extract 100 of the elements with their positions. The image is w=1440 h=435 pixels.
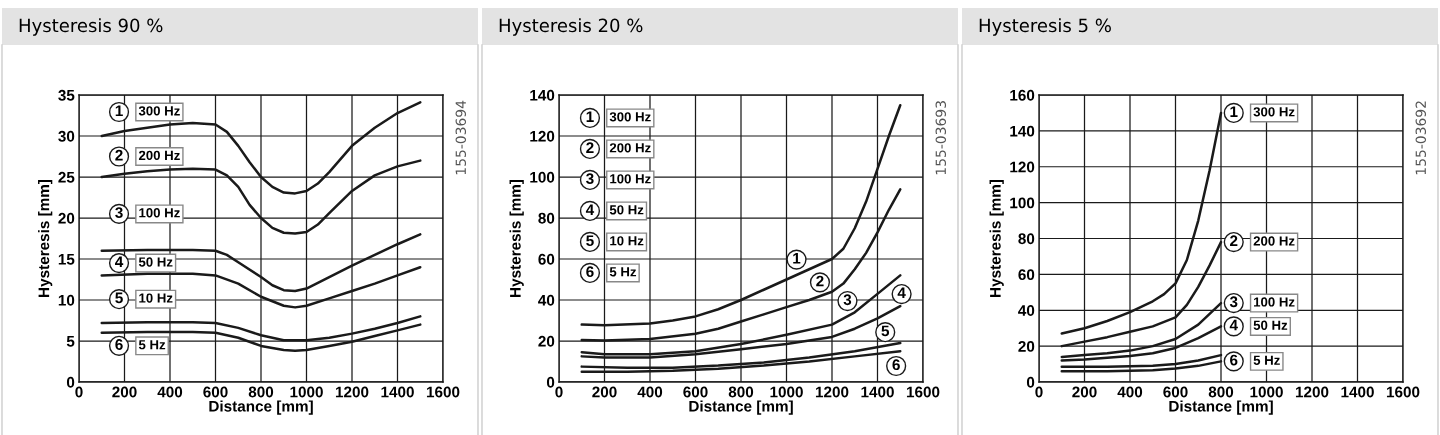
annotation: 6 [892,359,900,371]
x-tick-label: 400 [157,386,183,398]
y-tick-label: 80 [1018,233,1035,245]
x-tick-label: 1200 [1295,386,1329,398]
annotation: 3 [1229,296,1238,308]
y-tick-label: 120 [530,130,555,142]
y-tick-label: 15 [58,254,75,265]
x-tick-label: 1600 [426,386,460,398]
annotation: 1 [1230,106,1238,117]
annotation: 6 [1230,354,1238,366]
text: 155-03692 [1415,101,1427,175]
x-tick-label: 800 [248,386,274,398]
x-tick-label: 0 [555,386,563,398]
y-tick-label: 100 [530,171,555,183]
legend-label: 200 Hz [609,143,651,153]
y-tick-label: 20 [538,335,555,347]
legend-label: 5 Hz [1253,355,1280,365]
y-tick-label: 80 [538,212,555,224]
legend-label: 10 Hz [139,293,173,303]
x-tick-label: 800 [1208,386,1234,398]
y-tick-label: 25 [58,171,75,183]
x-tick-label: 1200 [815,386,849,398]
y-tick-label: 100 [1010,197,1035,209]
annotation: 4 [585,204,595,215]
legend-label: 50 Hz [1253,320,1288,330]
annotation: 4 [897,287,906,299]
x-tick-label: 1200 [335,386,369,398]
x-tick-label: 1400 [861,386,894,398]
x-tick-label: 200 [592,386,617,398]
legend-label: 50 Hz [138,257,173,267]
y-tick-label: 60 [538,253,555,265]
legend-label: 200 Hz [138,150,180,161]
y-tick-label: 10 [58,294,75,306]
legend-label: 200 Hz [1253,236,1295,246]
x-tick-label: 1400 [381,386,414,398]
y-tick-label: 35 [58,89,75,101]
x-tick-label: 1600 [906,386,940,398]
annotation: 3 [115,207,123,219]
chart-title: Hysteresis 90 % [19,18,163,36]
annotation: 6 [586,266,594,278]
x-tick-label: 1000 [1250,386,1283,398]
x-tick-label: 800 [728,386,754,398]
annotation: 2 [816,275,824,287]
annotation: 5 [586,235,594,247]
legend-label: 300 Hz [138,106,180,116]
legend-label: 5 Hz [138,340,166,350]
annotation: 3 [843,294,852,306]
y-tick-label: 20 [1018,340,1035,352]
legend-label: 100 Hz [610,174,651,184]
annotation: 1 [793,253,801,264]
y-tick-label: 20 [58,212,75,224]
x-tick-label: 1600 [1386,386,1420,398]
y-tick-label: 120 [1010,161,1035,173]
x-tick-label: 400 [637,386,663,398]
x-tick-label: 200 [1072,386,1097,398]
y-tick-label: 140 [1010,125,1035,137]
legend-label: 100 Hz [1254,297,1295,307]
x-tick-label: 1000 [290,386,323,398]
annotation: 1 [115,105,123,116]
y-tick-label: 5 [66,336,75,347]
y-tick-label: 0 [546,376,555,388]
annotation: 2 [115,149,123,161]
legend-label: 100 Hz [139,208,180,218]
x-tick-label: 1400 [1341,386,1374,398]
y-tick-label: 60 [1018,269,1035,281]
annotation: 5 [115,292,123,304]
y-tick-label: 40 [538,294,555,306]
x-tick-label: 600 [203,386,228,398]
x-tick-label: 1000 [770,386,803,398]
y-tick-label: 0 [66,376,75,388]
legend-label: 50 Hz [609,205,644,215]
annotation: 4 [1229,319,1238,331]
x-axis-title: Distance [mm] [689,400,793,415]
text: 155-03693 [935,101,947,175]
annotation: 2 [1230,235,1238,247]
x-tick-label: 600 [1163,386,1188,398]
x-tick-label: 400 [1117,386,1143,398]
y-tick-label: 30 [58,130,75,142]
x-tick-label: 0 [75,386,83,398]
annotation: 1 [586,111,594,122]
annotation: 2 [586,142,594,153]
annotation: 5 [881,325,890,337]
legend-label: 300 Hz [1253,107,1295,117]
annotation: 4 [115,256,124,268]
text: 155-03694 [455,100,467,175]
x-axis-title: Distance [mm] [1169,400,1273,415]
y-tick-label: 40 [1018,305,1035,316]
legend-label: 5 Hz [609,267,637,277]
y-tick-label: 0 [1026,376,1035,388]
annotation: 3 [586,173,594,185]
chart-title: Hysteresis 20 % [499,18,643,36]
legend-label: 300 Hz [609,112,651,122]
chart-title: Hysteresis 5 % [979,18,1111,36]
y-tick-label: 160 [1010,89,1035,101]
legend-label: 10 Hz [610,236,644,246]
x-axis-title: Distance [mm] [209,400,313,415]
x-tick-label: 600 [683,386,708,398]
y-tick-label: 140 [530,89,555,101]
x-tick-label: 200 [112,386,137,398]
x-tick-label: 0 [1035,386,1043,398]
